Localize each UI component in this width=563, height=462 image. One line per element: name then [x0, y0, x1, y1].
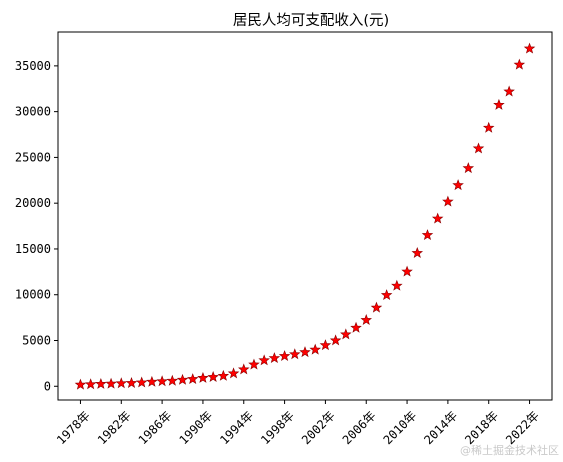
x-tick-label: 1994年	[217, 408, 256, 447]
data-point-star	[370, 301, 383, 313]
data-point-star	[329, 334, 342, 346]
x-tick-label: 1998年	[258, 408, 297, 447]
data-point-star	[105, 377, 117, 389]
x-tick-label: 2002年	[299, 408, 338, 447]
data-point-star	[227, 367, 240, 379]
data-point-star	[84, 378, 97, 390]
data-point-star	[217, 369, 230, 381]
y-tick-label: 25000	[15, 150, 51, 164]
x-tick-label: 1978年	[54, 408, 93, 447]
data-point-star	[258, 354, 270, 366]
x-tick-label: 1986年	[136, 408, 175, 447]
data-point-star	[289, 348, 301, 360]
data-point-star	[125, 377, 138, 388]
data-point-star	[166, 374, 179, 386]
y-tick-label: 30000	[15, 105, 51, 119]
data-point-star	[197, 371, 209, 383]
x-axis: 1978年 1982年 1986年 1990年 1994年 1998年 2002年 2006年…	[54, 400, 542, 447]
x-tick-label: 2010年	[381, 408, 420, 447]
data-point-star	[74, 378, 87, 390]
data-point-star	[319, 339, 332, 351]
data-point-star	[452, 179, 464, 191]
y-tick-label: 20000	[15, 196, 51, 210]
data-point-star	[421, 229, 434, 241]
x-tick-label: 2014年	[421, 408, 460, 447]
data-points	[74, 42, 536, 390]
data-point-star	[472, 142, 485, 154]
data-point-star	[380, 289, 393, 301]
data-point-star	[493, 98, 505, 110]
data-point-star	[401, 265, 413, 277]
data-point-star	[176, 373, 189, 385]
data-point-star	[146, 375, 158, 387]
y-tick-label: 15000	[15, 242, 51, 256]
data-point-star	[156, 375, 168, 387]
y-tick-label: 10000	[15, 288, 51, 302]
data-point-star	[411, 247, 424, 258]
data-point-star	[350, 321, 362, 333]
data-point-star	[299, 346, 311, 358]
chart-title: 居民人均可支配收入(元)	[233, 12, 389, 29]
data-point-star	[442, 195, 454, 207]
plot-frame	[57, 31, 553, 401]
watermark: @稀土掘金技术社区	[460, 444, 559, 457]
data-point-star	[391, 279, 403, 291]
data-point-star	[360, 314, 372, 325]
data-point-star	[278, 350, 291, 361]
x-tick-label: 1990年	[176, 408, 215, 447]
data-point-star	[135, 376, 148, 388]
data-point-star	[115, 377, 128, 389]
x-tick-label: 1982年	[95, 408, 134, 447]
y-tick-label: 5000	[22, 333, 51, 347]
data-point-star	[340, 328, 352, 340]
data-point-star	[462, 162, 475, 174]
data-point-star	[482, 121, 495, 133]
data-point-star	[309, 343, 321, 355]
data-point-star	[95, 377, 107, 389]
data-point-star	[186, 373, 199, 385]
data-point-star	[503, 85, 515, 97]
data-point-star	[248, 358, 260, 370]
y-axis: 0 5000 10000 15000 20000 25000 30000 35000	[15, 59, 58, 393]
data-point-star	[268, 352, 281, 364]
data-point-star	[523, 42, 536, 54]
data-point-star	[431, 212, 444, 224]
y-tick-label: 0	[44, 379, 51, 393]
data-point-star	[238, 363, 250, 375]
data-point-star	[207, 371, 219, 382]
data-point-star	[513, 58, 526, 70]
y-tick-label: 35000	[15, 59, 51, 73]
x-tick-label: 2006年	[340, 408, 379, 447]
